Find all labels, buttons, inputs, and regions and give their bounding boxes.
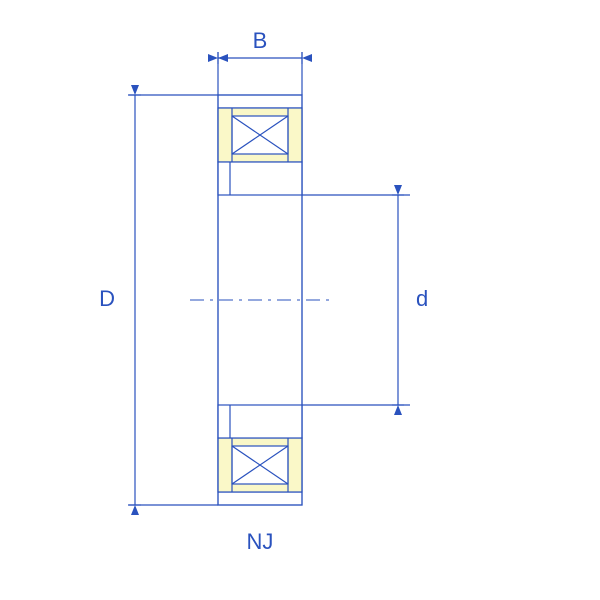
- inner-ring-bottom: [218, 405, 302, 438]
- label-d: d: [416, 286, 428, 311]
- label-B: B: [253, 28, 268, 53]
- bearing-cross-section-diagram: B Dd NJ: [0, 0, 600, 600]
- part-label: NJ: [247, 529, 274, 554]
- label-D: D: [99, 286, 115, 311]
- inner-ring-top: [218, 162, 302, 195]
